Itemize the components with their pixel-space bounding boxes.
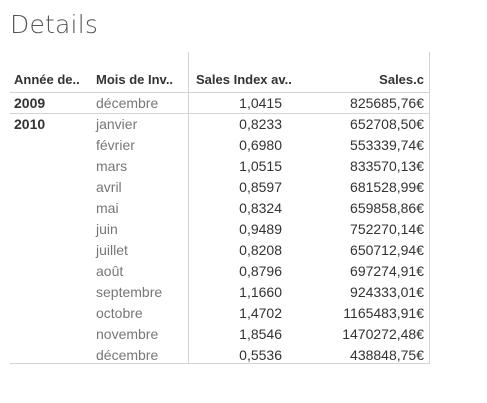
table-row[interactable]: novembre 1,8546 1470272,48€ [10,324,430,345]
sales-cell: 659858,86€ [350,200,424,216]
sales-cell: 553339,74€ [350,137,424,153]
month-cell: avril [96,179,122,195]
sales-index-cell: 0,9489 [239,221,282,237]
sales-index-cell: 1,1660 [239,284,282,300]
table-row[interactable]: 2010 janvier 0,8233 652708,50€ [10,114,430,135]
group-divider [10,113,430,114]
sales-cell: 924333,01€ [350,284,424,300]
sales-cell: 681528,99€ [350,179,424,195]
table-row[interactable]: septembre 1,1660 924333,01€ [10,282,430,303]
column-divider [429,52,430,364]
column-header-year[interactable]: Année de.. [14,72,80,87]
month-cell: février [96,137,135,153]
year-cell: 2010 [14,116,46,132]
month-cell: décembre [96,347,159,363]
month-cell: août [96,263,124,279]
sales-index-cell: 0,8324 [239,200,282,216]
table-row[interactable]: 2009 décembre 1,0415 825685,76€ [10,93,430,114]
table-row[interactable]: août 0,8796 697274,91€ [10,261,430,282]
month-cell: octobre [96,305,143,321]
month-cell: septembre [96,284,163,300]
table-row[interactable]: octobre 1,4702 1165483,91€ [10,303,430,324]
column-header-sales-index[interactable]: Sales Index av.. [196,72,292,87]
sales-cell: 752270,14€ [350,221,424,237]
table-row[interactable]: juillet 0,8208 650712,94€ [10,240,430,261]
month-cell: mars [96,158,128,174]
sales-cell: 833570,13€ [350,158,424,174]
month-cell: juillet [96,242,128,258]
sales-cell: 1165483,91€ [343,305,424,321]
sales-index-cell: 1,4702 [239,305,282,321]
table-row[interactable]: mai 0,8324 659858,86€ [10,198,430,219]
sales-index-cell: 1,0415 [239,95,282,111]
sales-index-cell: 1,8546 [239,326,282,342]
sales-cell: 652708,50€ [350,116,424,132]
column-header-month[interactable]: Mois de Inv.. [96,72,174,87]
details-table: Année de.. Mois de Inv.. Sales Index av.… [10,52,430,364]
column-divider [188,52,189,364]
sales-cell: 825685,76€ [350,95,424,111]
month-cell: janvier [96,116,138,132]
column-header-sales[interactable]: Sales.c [379,72,424,87]
sales-cell: 1470272,48€ [342,326,424,342]
sales-index-cell: 0,5536 [239,347,282,363]
year-cell: 2009 [14,95,46,111]
sales-index-cell: 0,8597 [239,179,282,195]
month-cell: décembre [96,95,159,111]
sales-index-cell: 0,8233 [239,116,282,132]
table-bottom-line [10,363,430,364]
month-cell: juin [96,221,118,237]
table-row[interactable]: avril 0,8597 681528,99€ [10,177,430,198]
table-row[interactable]: mars 1,0515 833570,13€ [10,156,430,177]
sales-cell: 650712,94€ [350,242,424,258]
table-row[interactable]: décembre 0,5536 438848,75€ [10,345,430,366]
table-row[interactable]: juin 0,9489 752270,14€ [10,219,430,240]
sales-index-cell: 0,8208 [239,242,282,258]
sales-index-cell: 0,8796 [239,263,282,279]
table-row[interactable]: février 0,6980 553339,74€ [10,135,430,156]
sales-index-cell: 1,0515 [239,158,282,174]
month-cell: mai [96,200,119,216]
page-title: Details [10,10,99,39]
sales-cell: 697274,91€ [350,263,424,279]
header-divider [10,92,430,93]
month-cell: novembre [96,326,159,342]
sales-index-cell: 0,6980 [239,137,282,153]
sales-cell: 438848,75€ [350,347,424,363]
